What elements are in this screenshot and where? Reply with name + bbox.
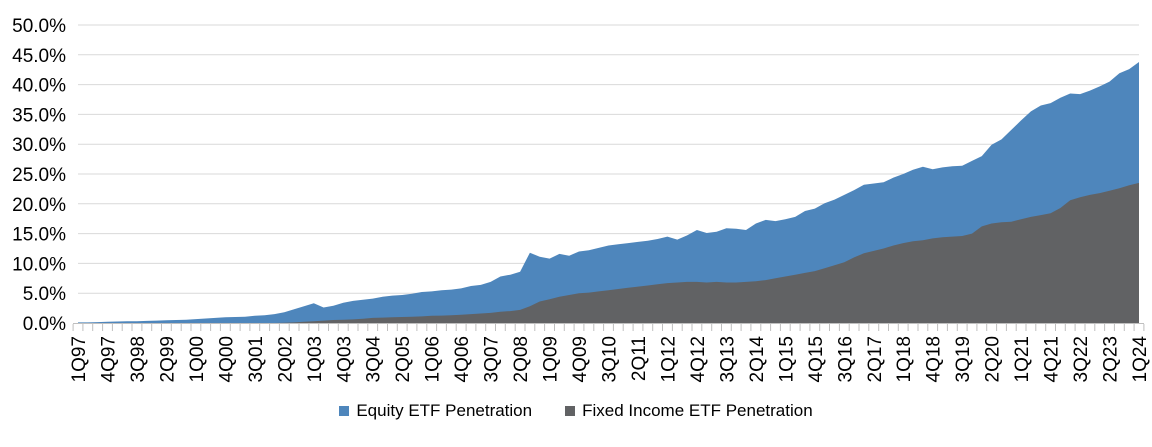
x-axis-tick-label: 3Q19: [953, 336, 974, 382]
x-axis-tick-label: 1Q03: [305, 336, 326, 382]
y-axis-tick-label: 0.0%: [23, 314, 66, 335]
y-axis-tick-label: 35.0%: [12, 105, 66, 126]
y-axis-tick-label: 45.0%: [12, 46, 66, 67]
x-axis-tick-label: 2Q23: [1101, 336, 1122, 382]
equity-legend-swatch: [339, 406, 350, 416]
x-axis-tick-label: 3Q16: [835, 336, 856, 382]
x-axis-tick-label: 1Q09: [541, 336, 562, 382]
x-axis-tick-label: 4Q15: [806, 336, 827, 382]
x-axis-tick-label: 3Q10: [600, 336, 621, 382]
y-axis-tick-label: 40.0%: [12, 76, 66, 97]
x-axis-tick-label: 4Q03: [334, 336, 355, 382]
x-axis-tick-label: 2Q20: [983, 336, 1004, 382]
x-axis-labels: 1Q97 4Q97 3Q98 2Q99 1Q00 4Q00 3Q01 2Q02 1Q03 4Q03…: [69, 336, 1151, 383]
x-axis-tick-label: 1Q00: [187, 336, 208, 382]
gridlines: [78, 24, 1139, 294]
x-axis-tick-label: 4Q06: [452, 336, 473, 382]
y-axis-tick-label: 25.0%: [12, 165, 66, 186]
x-axis-tick-label: 2Q17: [865, 336, 886, 382]
y-axis-tick-label: 50.0%: [12, 16, 66, 37]
x-axis-tick-label: 4Q12: [688, 336, 709, 382]
fixed-income-legend-swatch: [565, 406, 576, 416]
y-axis-tick-label: 20.0%: [12, 195, 66, 216]
x-axis-tick-label: 2Q05: [393, 336, 414, 382]
x-axis-tick-label: 1Q24: [1130, 336, 1151, 383]
x-axis-tick-label: 2Q11: [629, 336, 650, 381]
x-axis-tick-label: 4Q00: [216, 336, 237, 382]
x-axis-tick-label: 4Q09: [570, 336, 591, 382]
x-axis-tick-label: 2Q99: [157, 336, 178, 382]
y-axis-tick-label: 15.0%: [12, 225, 66, 246]
x-axis-tick-label: 2Q02: [275, 336, 296, 382]
legend-item-equity: Equity ETF Penetration: [339, 401, 532, 421]
x-axis-tick-label: 1Q12: [658, 336, 679, 382]
x-axis-tick-label: 3Q98: [128, 336, 149, 382]
x-axis-tick-label: 2Q08: [511, 336, 532, 382]
y-axis-tick-label: 5.0%: [23, 284, 66, 305]
x-axis-tick-label: 2Q14: [747, 336, 768, 383]
x-axis-tick-label: 1Q15: [776, 336, 797, 382]
fixed-income-area-series: [78, 182, 1139, 323]
x-axis-tick-label: 1Q18: [894, 336, 915, 382]
x-axis-tick-label: 4Q18: [924, 336, 945, 382]
x-axis-tick-label: 4Q97: [99, 336, 120, 382]
x-axis-tick-label: 1Q97: [69, 336, 90, 382]
chart-legend: Equity ETF Penetration Fixed Income ETF …: [0, 399, 1152, 423]
y-axis-labels: 0.0% 5.0% 10.0% 15.0% 20.0% 25.0% 30.0% 35.0% 40…: [12, 16, 66, 335]
equity-legend-label: Equity ETF Penetration: [356, 401, 533, 420]
x-axis-tick-label: 3Q01: [246, 336, 267, 382]
x-axis-tick-label: 4Q21: [1042, 336, 1063, 382]
y-axis-tick-label: 30.0%: [12, 135, 66, 156]
x-axis: [72, 323, 1145, 331]
fixed-income-legend-label: Fixed Income ETF Penetration: [582, 401, 813, 420]
x-axis-tick-label: 1Q06: [423, 336, 444, 382]
x-axis-tick-label: 3Q22: [1071, 336, 1092, 382]
x-axis-tick-label: 3Q13: [717, 336, 738, 382]
legend-item-fixed-income: Fixed Income ETF Penetration: [565, 401, 813, 421]
x-axis-tick-label: 3Q04: [364, 336, 385, 383]
x-axis-tick-label: 3Q07: [482, 336, 503, 382]
y-axis-tick-label: 10.0%: [12, 254, 66, 275]
x-axis-tick-label: 1Q21: [1012, 336, 1033, 382]
